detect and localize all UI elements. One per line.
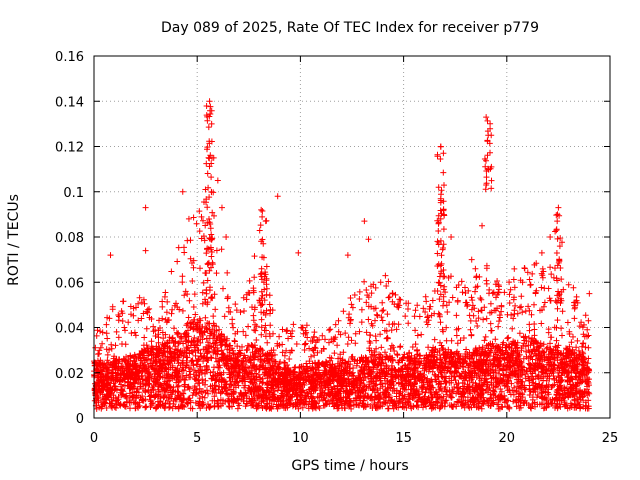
roti-spike-point [479,222,486,229]
roti-spike-point [107,252,114,259]
roti-spike-point [202,186,209,193]
roti-spike-point [218,204,225,211]
y-axis-label: ROTI / TECUs [6,194,22,286]
x-tick-label: 15 [395,431,412,446]
y-tick-label: 0.1 [63,186,84,201]
roti-spike-point [547,234,554,240]
y-tick-label: 0.08 [55,231,84,246]
roti-spike-point [483,114,490,121]
roti-spike-point [538,249,545,256]
roti-spike-point [437,143,444,150]
roti-spike-point [223,234,230,240]
roti-spike-point [210,154,217,161]
roti-spike-point [361,218,368,225]
roti-spike-point [185,215,192,222]
roti-spike-point [485,166,492,173]
roti-spike-point [208,120,215,127]
roti-spike-point [142,247,149,254]
roti-spike-point [295,249,302,256]
y-tick-label: 0.04 [55,322,84,337]
chart-title: Day 089 of 2025, Rate Of TEC Index for r… [161,20,539,36]
x-axis-label: GPS time / hours [291,458,408,474]
roti-spike-point [468,256,475,263]
roti-spike-point [437,215,444,222]
roti-spike-point [586,290,593,297]
roti-spike-point [435,184,442,191]
y-tick-label: 0.02 [55,367,84,382]
data-points [91,98,593,412]
roti-spike-point [555,204,562,211]
y-tick-label: 0.12 [55,141,84,156]
roti-spike-point [258,206,265,213]
axis-ticks: 0 5 10 15 20 25 0 0.02 0.04 0.06 0.08 0.1 0.12 0.14 0.… [55,50,618,446]
roti-spike-point [206,98,213,105]
roti-spike-point [483,181,490,188]
roti-spike-point [553,227,560,234]
grid [94,56,610,418]
x-tick-label: 10 [292,431,309,446]
roti-spike-point [179,188,186,195]
x-tick-label: 25 [602,431,619,446]
x-tick-label: 20 [499,431,516,446]
x-tick-label: 0 [90,431,98,446]
y-tick-label: 0 [76,412,84,427]
roti-spike-point [448,234,455,240]
y-tick-label: 0.16 [55,50,84,65]
roti-point-cloud [91,103,593,412]
roti-spike-point [485,132,492,139]
roti-spike-point [344,252,351,259]
x-tick-label: 5 [193,431,201,446]
roti-spike-point [274,193,281,200]
y-tick-label: 0.06 [55,276,84,291]
roti-spike-point [365,236,372,243]
y-tick-label: 0.14 [55,95,84,110]
roti-spike-point [214,177,221,184]
roti-spike-point [142,204,149,211]
roti-spike-point [260,240,267,247]
